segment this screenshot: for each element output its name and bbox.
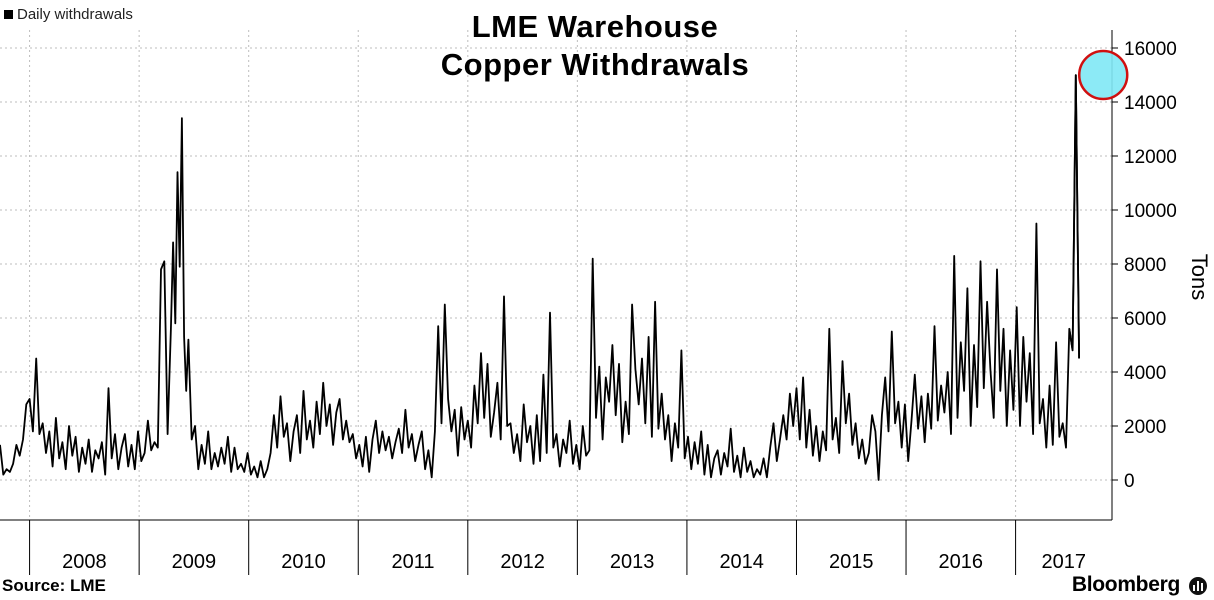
x-tick-label: 2011 <box>392 551 435 573</box>
axis-layer <box>0 30 1118 575</box>
y-axis-label: Tons <box>1187 254 1212 300</box>
series-line <box>0 74 1080 481</box>
y-tick-label: 6000 <box>1124 309 1166 330</box>
y-tick-label: 8000 <box>1124 255 1166 276</box>
x-tick-label: 2015 <box>829 551 874 573</box>
chart-title-line1: LME Warehouse <box>471 9 719 44</box>
chart-title: LME Warehouse Copper Withdrawals <box>380 8 810 84</box>
x-tick-label: 2009 <box>172 551 217 573</box>
source-note: Source: LME <box>2 576 106 595</box>
x-tick-label: 2008 <box>62 551 107 573</box>
legend-label: Daily withdrawals <box>17 6 133 23</box>
peak-spike-line <box>1068 74 1080 359</box>
x-tick-label: 2012 <box>500 551 545 573</box>
label-layer: 0 2000 4000 6000 8000 10000 12000 14000 16000 200… <box>62 39 1212 573</box>
series-layer <box>0 74 1080 481</box>
bar-chart-icon <box>1189 577 1207 595</box>
y-tick-label: 0 <box>1124 471 1135 492</box>
y-tick-label: 2000 <box>1124 417 1166 438</box>
x-tick-label: 2010 <box>281 551 326 573</box>
brand-logo: Bloomberg <box>1071 573 1180 596</box>
x-tick-label: 2013 <box>610 551 655 573</box>
highlight-layer <box>1068 49 1129 359</box>
x-tick-label: 2016 <box>939 551 984 573</box>
y-tick-label: 4000 <box>1124 363 1166 384</box>
y-tick-label: 14000 <box>1124 93 1177 114</box>
chart-title-line2: Copper Withdrawals <box>440 47 750 82</box>
legend: Daily withdrawals <box>4 6 133 23</box>
y-tick-label: 10000 <box>1124 201 1177 222</box>
y-tick-label: 12000 <box>1124 147 1177 168</box>
grid-layer <box>0 30 1112 520</box>
legend-swatch <box>4 10 13 19</box>
x-tick-label: 2014 <box>719 551 764 573</box>
x-tick-label: 2017 <box>1042 551 1087 573</box>
y-tick-label: 16000 <box>1124 39 1177 60</box>
peak-highlight-circle <box>1077 49 1129 101</box>
